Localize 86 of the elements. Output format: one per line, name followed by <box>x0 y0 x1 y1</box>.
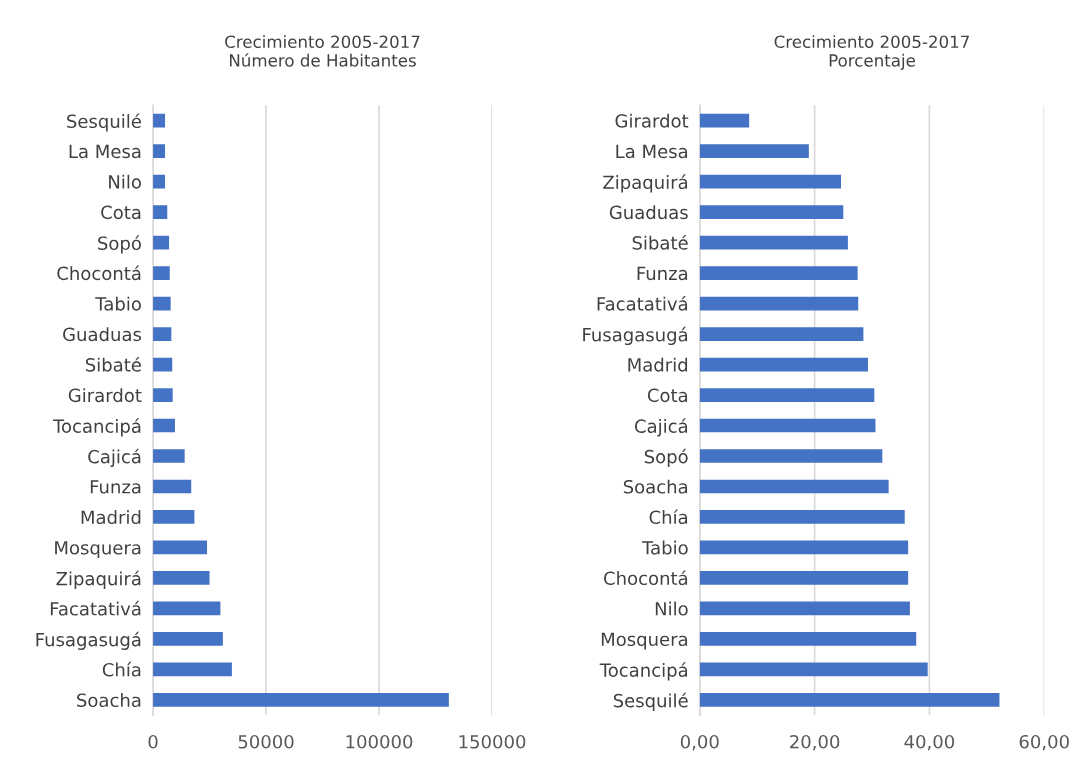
y-tick-label: La Mesa <box>69 144 141 159</box>
bar <box>699 205 844 219</box>
y-tick-label: Mosquera <box>601 632 688 650</box>
y-tick-label: Zipaquirá <box>56 570 141 589</box>
y-tick-label: Girardot <box>615 113 689 128</box>
bar <box>699 693 1000 707</box>
x-tick-label: 100000 <box>346 734 413 749</box>
y-tick-label: Sesquilé <box>67 113 141 132</box>
chart-title: Crecimiento 2005-2017 Número de Habitantes <box>225 35 420 67</box>
bar <box>699 601 910 616</box>
y-tick-label: Tabio <box>641 540 688 555</box>
y-tick-label: Tocancipá <box>599 662 688 681</box>
y-tick-label: Sopó <box>644 448 688 467</box>
y-tick-label: Facatativá <box>597 295 688 311</box>
bar <box>699 296 859 311</box>
bar <box>153 144 166 158</box>
y-tick-label: Cajicá <box>634 418 688 437</box>
bar <box>153 632 223 646</box>
y-tick-label: Soacha <box>77 693 141 708</box>
y-tick-label: Chocontá <box>604 570 688 586</box>
bar <box>153 540 208 555</box>
bar <box>699 662 928 677</box>
bar <box>699 571 909 585</box>
chart-title: Crecimiento 2005-2017 Porcentaje <box>774 35 969 70</box>
y-tick-label: Fusagasugá <box>583 326 688 346</box>
y-tick-label: Sibaté <box>632 234 688 250</box>
x-tick-label: 0,00 <box>680 734 719 751</box>
y-tick-label: Chía <box>649 509 688 525</box>
x-tick-label: 60,00 <box>1019 734 1069 751</box>
bar <box>699 388 875 402</box>
y-tick-label: La Mesa <box>616 144 688 159</box>
bar <box>699 357 868 372</box>
bar <box>699 632 917 646</box>
y-tick-label: Facatativá <box>50 600 141 616</box>
y-tick-label: Madrid <box>628 357 688 372</box>
y-tick-label: Funza <box>90 480 141 494</box>
y-tick-label: Funza <box>637 266 688 281</box>
bar <box>153 327 172 341</box>
bar <box>699 266 858 280</box>
x-tick-label: 0 <box>148 734 158 749</box>
y-tick-label: Tocancipá <box>52 418 141 437</box>
bar <box>153 418 175 433</box>
bar <box>153 449 185 463</box>
bar <box>153 205 168 219</box>
x-tick-label: 40,00 <box>904 734 955 751</box>
bar <box>153 662 232 677</box>
y-tick-label: Cota <box>647 388 688 403</box>
x-tick-label: 50000 <box>238 734 294 749</box>
y-tick-label: Cota <box>101 205 141 220</box>
bar <box>153 266 170 280</box>
bar <box>699 174 841 189</box>
bar <box>153 296 171 311</box>
y-tick-label: Mosquera <box>55 541 141 559</box>
y-tick-label: Girardot <box>68 388 142 403</box>
y-tick-label: Cajicá <box>88 448 141 467</box>
y-tick-label: Zipaquirá <box>603 174 688 193</box>
bar <box>699 540 909 555</box>
y-tick-label: Madrid <box>81 510 141 525</box>
bar <box>153 693 449 707</box>
x-tick-label: 20,00 <box>790 734 840 751</box>
y-tick-label: Sibaté <box>85 356 141 372</box>
y-tick-label: Nilo <box>655 601 688 616</box>
bar <box>153 388 173 402</box>
bar <box>699 235 848 250</box>
y-tick-label: Tabio <box>95 296 141 311</box>
bar <box>699 449 883 463</box>
bar <box>699 144 809 158</box>
bar <box>699 479 889 494</box>
y-tick-label: Fusagasugá <box>36 631 141 650</box>
y-tick-label: Guaduas <box>63 327 142 342</box>
y-tick-label: Chía <box>102 661 141 677</box>
bar <box>699 418 876 433</box>
y-tick-label: Sesquilé <box>613 692 688 711</box>
x-tick-label: 150000 <box>459 734 526 749</box>
y-tick-label: Guaduas <box>609 205 688 220</box>
bar <box>153 479 192 494</box>
bar <box>699 113 750 128</box>
bar <box>699 327 864 341</box>
bar <box>699 510 905 524</box>
y-tick-label: Chocontá <box>57 265 141 281</box>
y-tick-label: Soacha <box>623 479 688 494</box>
y-tick-label: Nilo <box>109 174 141 189</box>
bar <box>153 601 221 616</box>
y-tick-label: Sopó <box>98 235 141 254</box>
bar <box>153 571 210 585</box>
bar <box>153 510 195 524</box>
